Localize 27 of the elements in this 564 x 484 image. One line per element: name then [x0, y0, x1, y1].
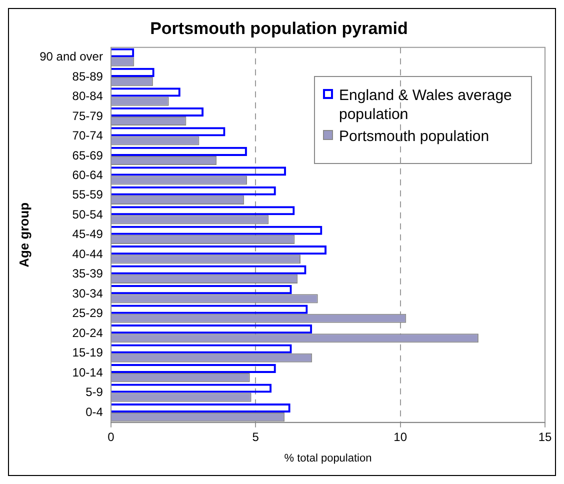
- y-tick-label: 80-84: [72, 89, 104, 104]
- y-tick-label: 75-79: [72, 108, 104, 123]
- y-tick-label: 15-19: [72, 346, 104, 360]
- y-axis-title: Age group: [16, 202, 32, 268]
- x-tick-label: 10: [394, 430, 408, 444]
- y-tick-label: 40-44: [72, 246, 104, 261]
- y-tick-label: 35-39: [72, 266, 104, 281]
- chart-title: Portsmouth population pyramid: [150, 18, 408, 38]
- x-axis-title: % total population: [284, 452, 372, 464]
- legend-label: Portsmouth population: [339, 127, 490, 146]
- y-tick-label: 20-24: [72, 326, 104, 340]
- y-tick-label: 90 and over: [40, 50, 103, 64]
- y-tick-label: 55-59: [72, 188, 104, 202]
- x-tick-label: 5: [252, 430, 260, 444]
- y-tick-label: 5-9: [86, 385, 104, 400]
- y-tick-label: 60-64: [72, 168, 104, 182]
- y-tick-label: 85-89: [72, 69, 104, 84]
- y-tick-label: 45-49: [72, 227, 104, 242]
- y-tick-label: 10-14: [72, 365, 104, 380]
- y-tick-label: 30-34: [72, 286, 104, 300]
- y-tick-label: 70-74: [72, 128, 104, 143]
- x-tick-label: 0: [108, 430, 115, 444]
- y-tick-label: 50-54: [72, 207, 104, 222]
- y-tick-label: 65-69: [72, 148, 104, 162]
- x-tick-label: 15: [538, 430, 552, 444]
- y-tick-label: 0-4: [86, 404, 104, 419]
- y-tick-label: 25-29: [72, 306, 104, 320]
